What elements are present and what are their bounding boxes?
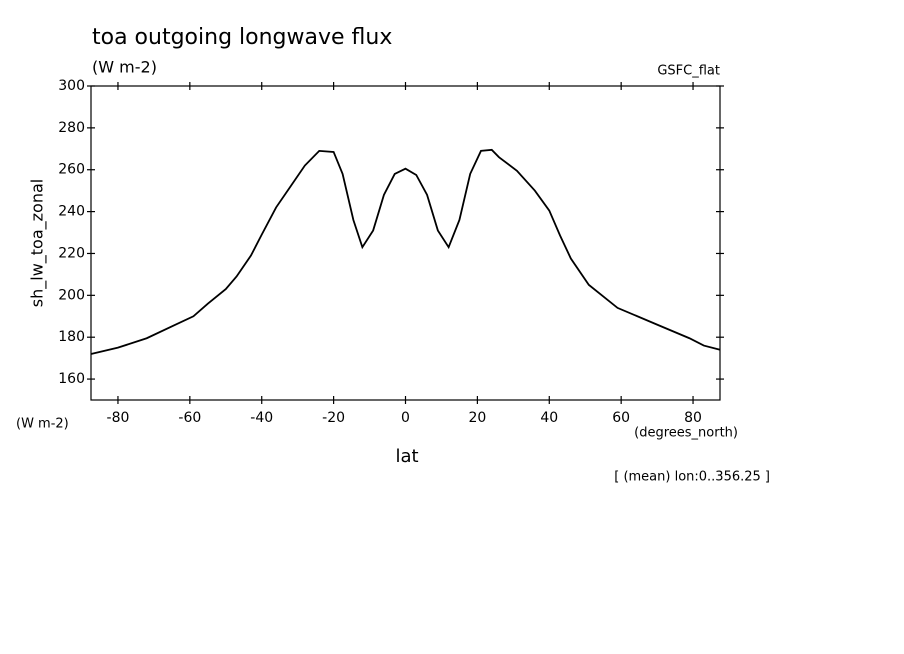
y-tick-label: 300 <box>58 78 85 94</box>
x-tick-label: -20 <box>322 410 345 426</box>
source-label: GSFC_flat <box>657 64 720 79</box>
chart-subtitle: (W m-2) <box>92 58 157 77</box>
x-tick-label: -80 <box>107 410 130 426</box>
x-tick-label: 80 <box>684 410 702 426</box>
y-tick-label: 280 <box>58 120 85 136</box>
y-tick-label: 180 <box>58 329 85 345</box>
y-tick-label: 240 <box>58 204 85 220</box>
chart-title: toa outgoing longwave flux <box>92 25 392 50</box>
x-tick-label: 60 <box>612 410 630 426</box>
x-unit-label: (degrees_north) <box>634 426 738 441</box>
annotation: [ (mean) lon:0..356.25 ] <box>614 470 770 485</box>
x-tick-label: 40 <box>540 410 558 426</box>
x-tick-label: -40 <box>250 410 273 426</box>
x-axis-label: lat <box>395 446 418 467</box>
y-tick-label: 220 <box>58 245 85 261</box>
y-axis-label: sh_lw_toa_zonal <box>28 179 48 307</box>
x-tick-label: -60 <box>178 410 201 426</box>
y-unit-label: (W m-2) <box>16 417 69 432</box>
data-line <box>90 148 721 355</box>
y-tick-label: 200 <box>58 287 85 303</box>
x-tick-label: 0 <box>401 410 410 426</box>
x-tick-label: 20 <box>468 410 486 426</box>
y-tick-label: 260 <box>58 162 85 178</box>
y-tick-label: 160 <box>58 371 85 387</box>
